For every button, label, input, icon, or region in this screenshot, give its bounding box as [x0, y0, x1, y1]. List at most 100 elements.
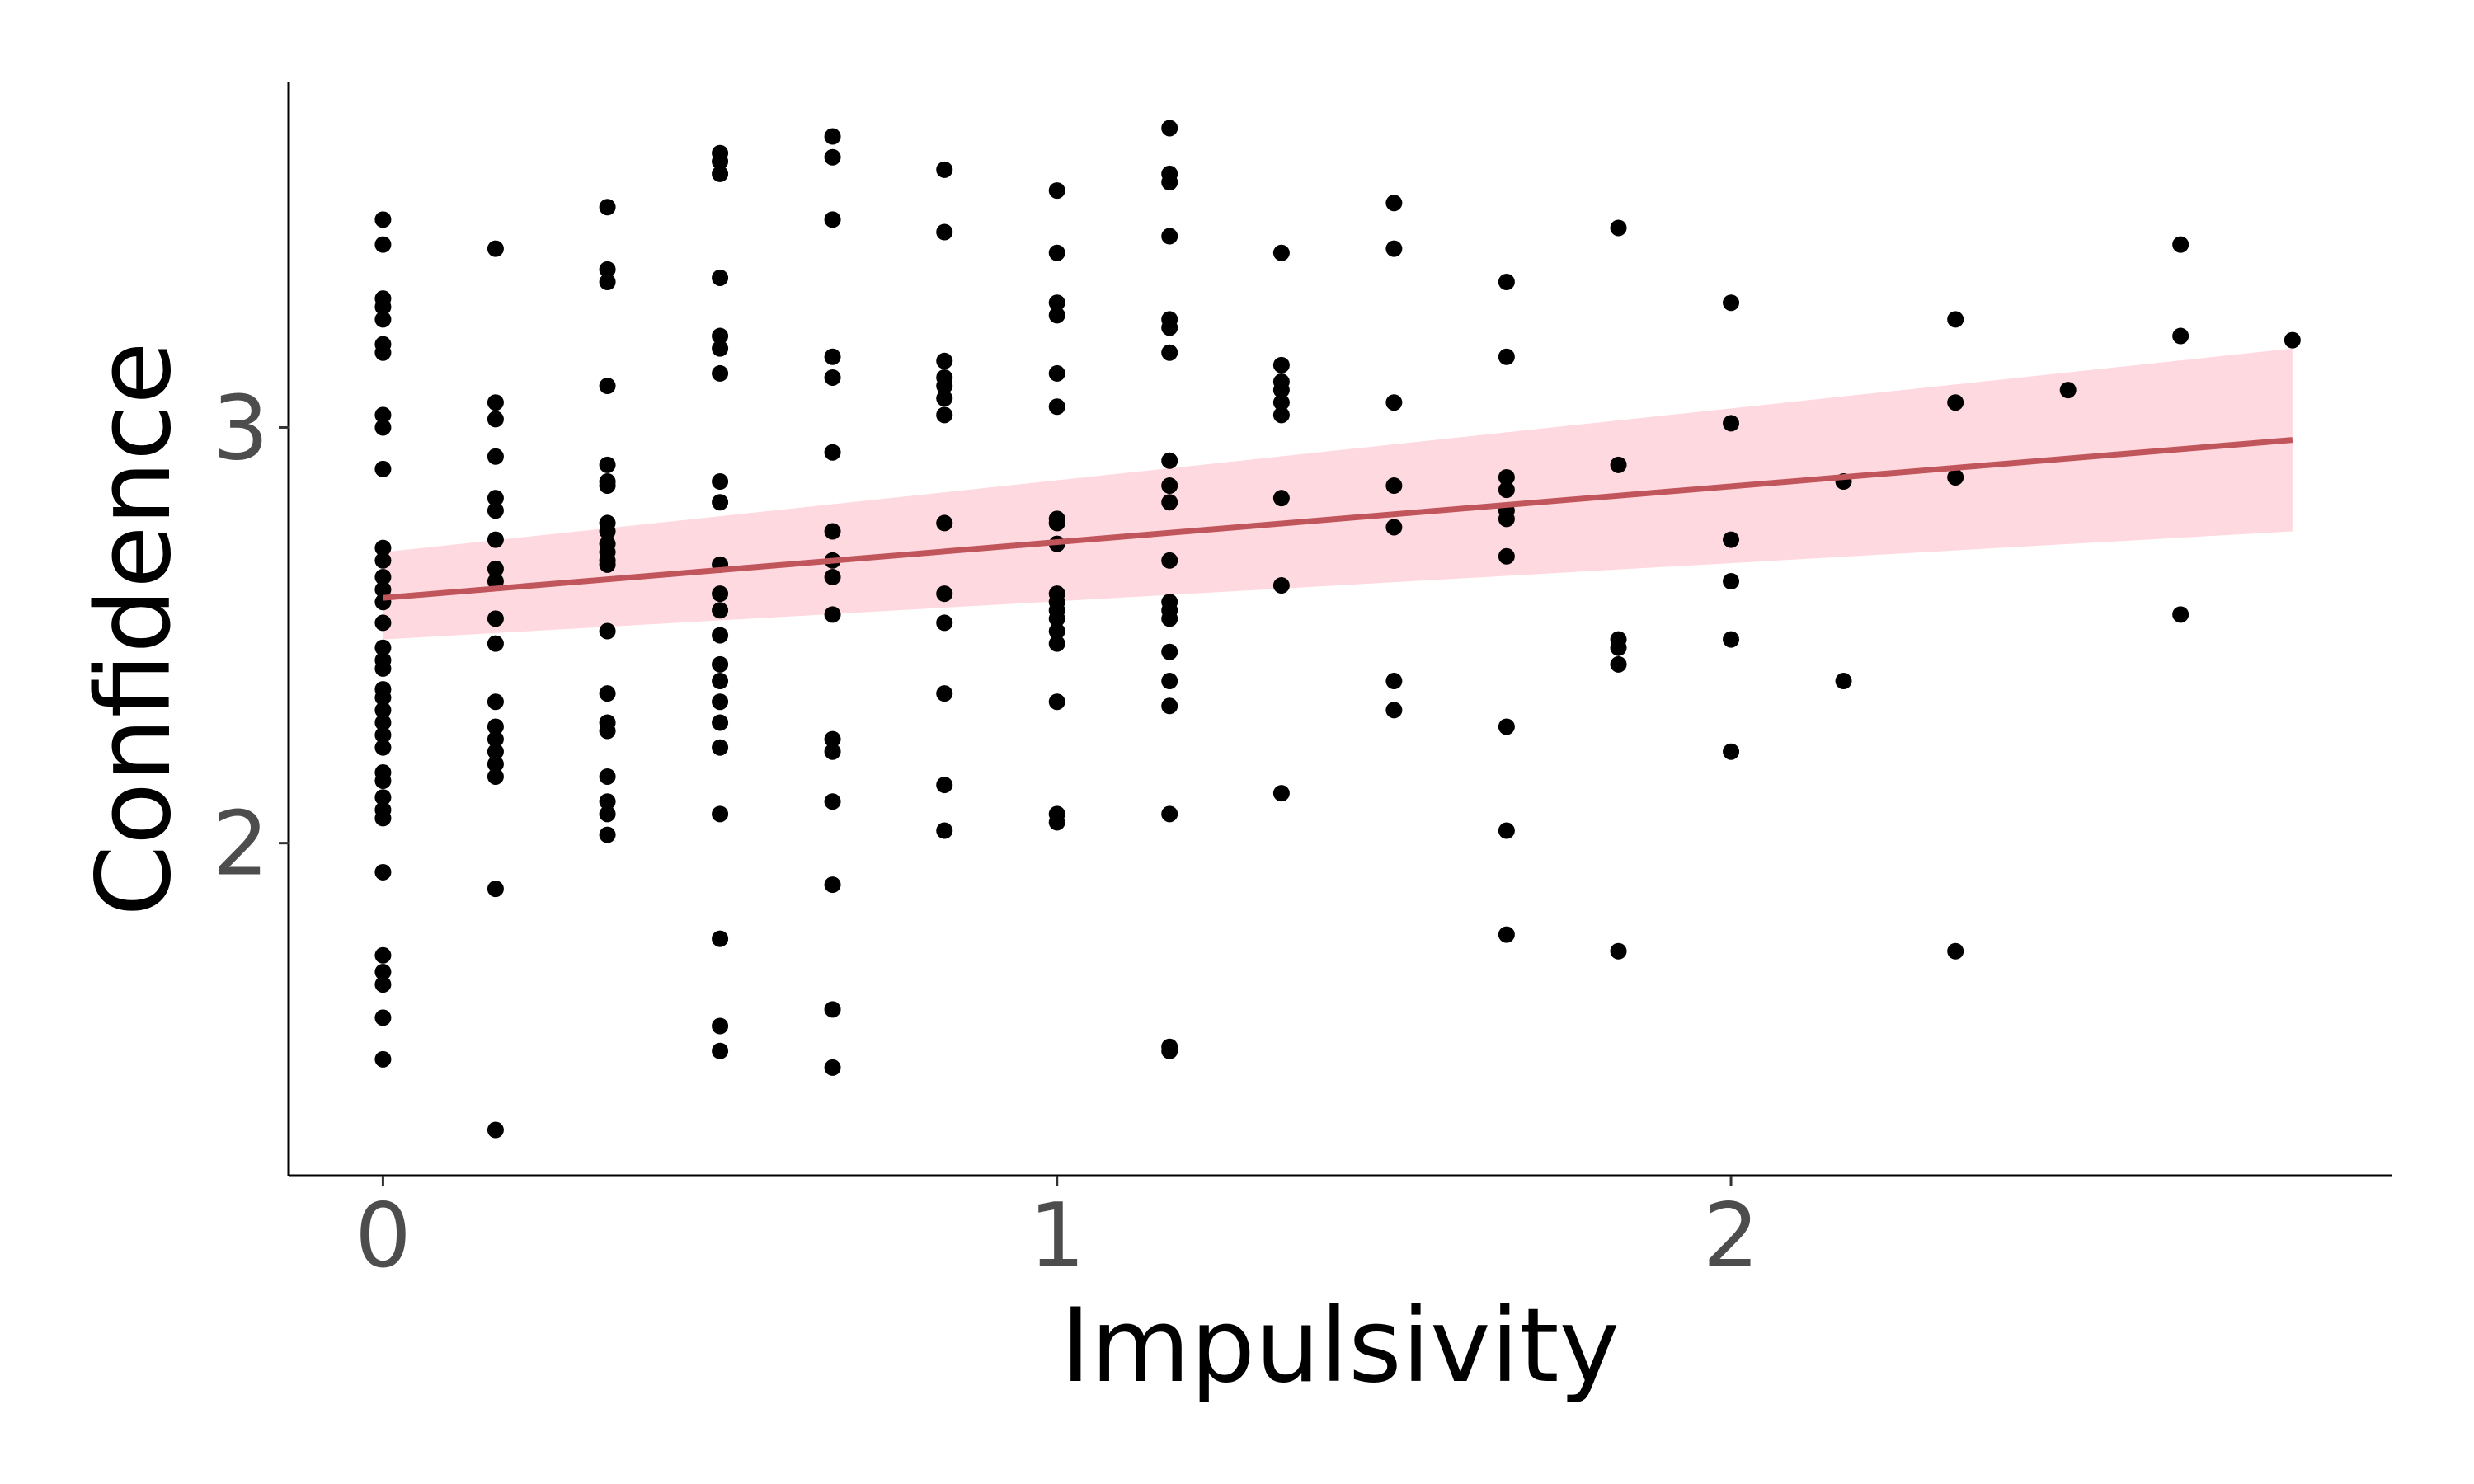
data-point-172 — [1272, 577, 1290, 594]
data-point-21 — [374, 702, 392, 719]
y-axis-title: Confidence — [75, 341, 194, 916]
data-point-13 — [374, 581, 392, 599]
data-point-204 — [1835, 673, 1852, 690]
data-point-48 — [487, 718, 504, 735]
axes — [287, 82, 2392, 1177]
data-point-181 — [1498, 274, 1515, 291]
data-point-158 — [1161, 610, 1178, 627]
data-point-212 — [2172, 606, 2189, 623]
data-point-58 — [599, 378, 616, 395]
data-point-213 — [2284, 331, 2301, 349]
data-point-55 — [599, 199, 616, 216]
data-point-141 — [1048, 635, 1065, 652]
data-point-79 — [712, 269, 729, 286]
data-point-4 — [374, 311, 392, 328]
data-point-12 — [374, 568, 392, 585]
data-point-144 — [1048, 814, 1065, 831]
data-point-113 — [824, 1059, 841, 1076]
data-point-61 — [599, 477, 616, 495]
data-point-205 — [1947, 311, 1964, 328]
data-point-88 — [712, 627, 729, 644]
data-point-199 — [1723, 531, 1740, 548]
data-point-153 — [1161, 477, 1178, 495]
y-tick-label-1: 3 — [212, 377, 269, 480]
data-point-93 — [712, 739, 729, 756]
data-point-71 — [599, 722, 616, 740]
data-point-24 — [374, 739, 392, 756]
data-point-134 — [1048, 514, 1065, 532]
data-point-162 — [1161, 805, 1178, 823]
data-point-56 — [599, 261, 616, 278]
data-point-187 — [1498, 547, 1515, 565]
data-point-45 — [487, 610, 504, 627]
data-point-116 — [936, 352, 953, 369]
data-point-35 — [374, 1050, 392, 1068]
data-point-42 — [487, 531, 504, 548]
data-point-200 — [1723, 573, 1740, 590]
data-point-126 — [936, 822, 953, 839]
data-point-31 — [374, 946, 392, 964]
data-point-74 — [599, 805, 616, 823]
data-point-43 — [487, 560, 504, 577]
data-point-178 — [1385, 519, 1403, 536]
data-point-26 — [374, 773, 392, 790]
data-point-152 — [1161, 452, 1178, 469]
data-point-183 — [1498, 468, 1515, 486]
data-point-190 — [1498, 926, 1515, 943]
x-tick-label-1: 1 — [1028, 1185, 1085, 1288]
data-point-63 — [599, 523, 616, 540]
data-point-170 — [1272, 406, 1290, 424]
x-ticks: 0 1 2 — [355, 1176, 1759, 1288]
x-tick-label-2: 2 — [1703, 1185, 1760, 1288]
data-point-18 — [374, 660, 392, 677]
confidence-band — [383, 348, 2293, 640]
data-point-182 — [1498, 348, 1515, 365]
data-point-174 — [1385, 195, 1403, 212]
data-point-168 — [1272, 382, 1290, 399]
data-point-192 — [1610, 456, 1627, 473]
data-point-188 — [1498, 718, 1515, 735]
data-point-189 — [1498, 822, 1515, 839]
data-point-207 — [1947, 468, 1964, 486]
data-point-160 — [1161, 673, 1178, 690]
data-point-121 — [936, 514, 953, 532]
data-point-123 — [936, 614, 953, 632]
data-point-40 — [487, 490, 504, 507]
data-point-128 — [1048, 244, 1065, 261]
data-point-109 — [824, 743, 841, 760]
data-point-115 — [936, 223, 953, 241]
data-point-161 — [1161, 697, 1178, 715]
data-point-196 — [1610, 942, 1627, 960]
data-point-23 — [374, 726, 392, 744]
data-point-78 — [712, 165, 729, 182]
data-point-180 — [1385, 702, 1403, 719]
data-point-177 — [1385, 477, 1403, 495]
data-point-159 — [1161, 643, 1178, 660]
data-point-3 — [374, 298, 392, 316]
data-point-131 — [1048, 364, 1065, 382]
data-point-106 — [824, 568, 841, 585]
data-point-38 — [487, 411, 504, 428]
data-point-120 — [936, 406, 953, 424]
data-point-32 — [374, 963, 392, 980]
data-point-69 — [599, 685, 616, 702]
data-point-90 — [712, 673, 729, 690]
data-point-72 — [599, 768, 616, 785]
data-point-122 — [936, 585, 953, 603]
data-point-132 — [1048, 398, 1065, 416]
data-point-151 — [1161, 344, 1178, 361]
data-point-91 — [712, 693, 729, 711]
data-point-208 — [1947, 942, 1964, 960]
data-point-130 — [1048, 307, 1065, 324]
data-point-96 — [712, 1017, 729, 1035]
data-point-20 — [374, 689, 392, 707]
data-point-68 — [599, 622, 616, 640]
data-point-165 — [1272, 244, 1290, 261]
data-point-110 — [824, 793, 841, 810]
fit-line-layer — [383, 437, 2293, 601]
data-point-81 — [712, 340, 729, 357]
data-point-7 — [374, 406, 392, 424]
data-point-95 — [712, 930, 729, 947]
data-point-129 — [1048, 294, 1065, 312]
